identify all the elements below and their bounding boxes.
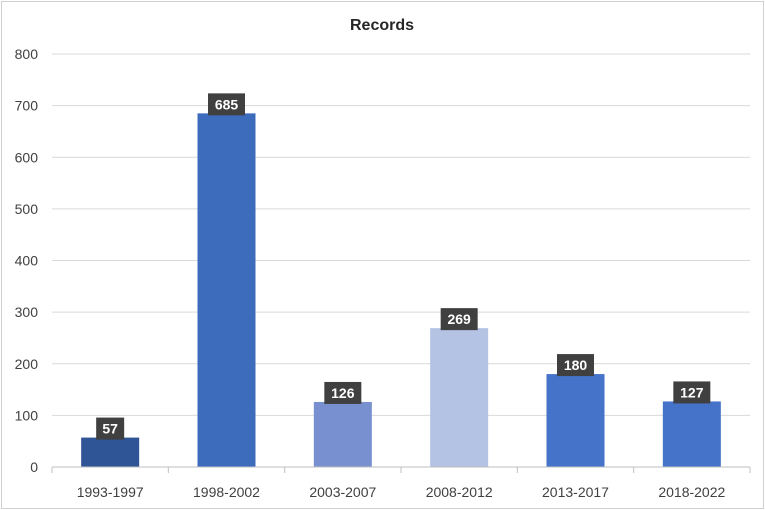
data-label: 180 <box>564 357 588 373</box>
y-tick-label: 700 <box>15 98 39 114</box>
y-tick-label: 500 <box>15 201 39 217</box>
x-tick-label: 2013-2017 <box>542 484 609 500</box>
data-label-box <box>324 381 362 404</box>
y-tick-label: 800 <box>15 46 39 62</box>
gridlines <box>52 53 750 416</box>
bar <box>430 328 489 467</box>
y-tick-label: 600 <box>15 149 39 165</box>
x-tick-label: 1993-1997 <box>77 484 144 500</box>
data-label-box <box>96 417 125 440</box>
bar <box>546 374 605 467</box>
y-tick-label: 200 <box>15 356 39 372</box>
y-tick-label: 400 <box>15 253 39 269</box>
bars <box>81 113 721 468</box>
y-tick-label: 300 <box>15 304 39 320</box>
data-label: 127 <box>680 384 704 400</box>
data-label: 269 <box>447 311 471 327</box>
bar <box>197 113 256 468</box>
data-label: 57 <box>102 421 118 437</box>
x-tick-label: 2008-2012 <box>426 484 493 500</box>
y-tick-label: 0 <box>30 459 38 475</box>
data-labels: 57 685 126 269 180 127 <box>96 93 711 440</box>
data-label-box <box>673 381 711 404</box>
data-label: 685 <box>215 96 239 112</box>
x-tick-label: 2003-2007 <box>309 484 376 500</box>
data-label: 126 <box>331 385 355 401</box>
y-axis-ticks: 0 100 200 300 400 500 600 700 800 <box>15 46 39 475</box>
data-label-box <box>440 308 478 331</box>
bar <box>81 437 140 467</box>
y-tick-label: 100 <box>15 407 39 423</box>
data-label-box <box>208 93 245 116</box>
bar <box>662 401 721 467</box>
data-label-box <box>557 354 594 377</box>
chart-title: Records <box>350 17 414 34</box>
x-tick-label: 1998-2002 <box>193 484 260 500</box>
x-axis: 1993-1997 1998-2002 2003-2007 2008-2012 2013… <box>51 466 751 500</box>
bar <box>313 401 372 467</box>
x-tick-label: 2018-2022 <box>658 484 725 500</box>
